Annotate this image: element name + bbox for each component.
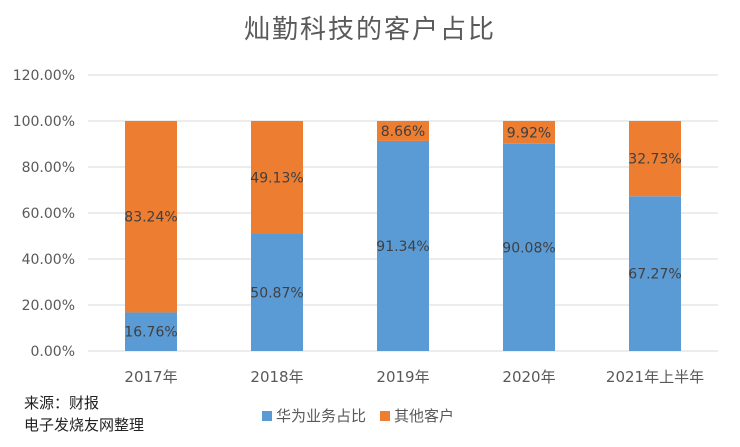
- y-tick-label: 100.00%: [13, 114, 75, 130]
- legend-label: 其他客户: [394, 407, 454, 425]
- y-tick-label: 0.00%: [31, 344, 75, 360]
- x-tick-label: 2019年: [376, 368, 429, 386]
- bar-segment: [503, 143, 555, 351]
- bar-segment: [629, 196, 681, 351]
- bar-segment: [503, 121, 555, 144]
- x-tick-label: 2021年上半年: [606, 368, 704, 386]
- x-tick-label: 2018年: [250, 368, 303, 386]
- y-tick-label: 40.00%: [22, 252, 75, 268]
- y-tick-label: 20.00%: [22, 298, 75, 314]
- data-label: 90.08%: [502, 240, 555, 256]
- legend-label: 华为业务占比: [276, 407, 366, 425]
- y-tick-label: 60.00%: [22, 206, 75, 222]
- source-line-2: 电子发烧友网整理: [24, 416, 145, 434]
- data-label: 9.92%: [507, 125, 551, 141]
- legend-swatch: [262, 411, 272, 421]
- data-label: 16.76%: [124, 325, 177, 341]
- data-label: 8.66%: [381, 124, 425, 140]
- x-tick-label: 2017年: [124, 368, 177, 386]
- legend-swatch: [380, 411, 390, 421]
- bar-segment: [125, 312, 177, 351]
- bar-segment: [251, 233, 303, 351]
- y-axis: 0.00% 20.00% 40.00% 60.00% 80.00% 100.00% 120.…: [13, 68, 75, 360]
- chart-title: 灿勤科技的客户占比: [244, 15, 496, 45]
- bar-segment: [629, 121, 681, 197]
- data-label: 67.27%: [628, 267, 681, 283]
- bars: 16.76% 83.24% 50.87% 49.13% 91.34% 8.66% 90.08…: [124, 121, 682, 351]
- data-label: 49.13%: [250, 170, 303, 186]
- data-label: 50.87%: [250, 285, 303, 301]
- bar-segment: [377, 140, 429, 351]
- x-tick-label: 2020年: [502, 368, 555, 386]
- bar-segment: [377, 121, 429, 141]
- bar-segment: [125, 121, 177, 313]
- y-tick-label: 80.00%: [22, 160, 75, 176]
- data-label: 32.73%: [628, 152, 681, 168]
- y-tick-label: 120.00%: [13, 68, 75, 84]
- x-axis: 2017年 2018年 2019年 2020年 2021年上半年: [124, 368, 704, 386]
- data-label: 83.24%: [124, 210, 177, 226]
- bar-segment: [251, 121, 303, 234]
- source-line-1: 来源：财报: [24, 394, 100, 412]
- legend: 华为业务占比 其他客户: [262, 407, 454, 425]
- data-label: 91.34%: [376, 239, 429, 255]
